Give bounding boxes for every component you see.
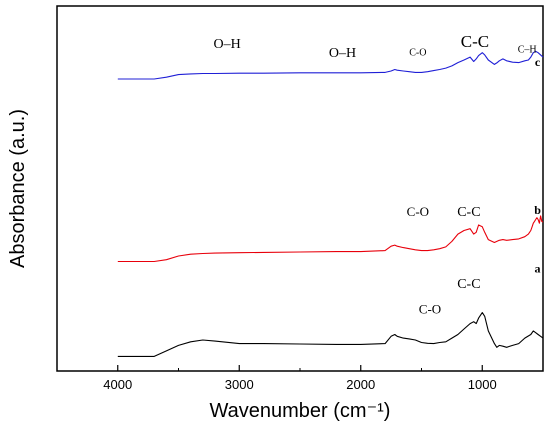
annotation-2: C-O — [409, 47, 426, 58]
annotation-0: O–H — [213, 37, 240, 52]
trace-label-a: a — [535, 261, 541, 275]
series-line-b — [117, 215, 544, 263]
trace-label-b: b — [534, 203, 541, 217]
x-tick-label-4000: 4000 — [103, 377, 132, 392]
annotation-8: C-C — [457, 277, 480, 292]
x-axis-title: Wavenumber (cm⁻¹) — [210, 400, 391, 422]
series-line-a — [117, 312, 544, 357]
plot-frame — [56, 5, 544, 372]
y-axis-title: Absorbance (a.u.) — [7, 109, 29, 268]
series-line-c — [117, 50, 544, 80]
annotation-4: C–H — [518, 44, 537, 55]
annotation-3: C-C — [461, 32, 489, 51]
x-tick-label-3000: 3000 — [225, 377, 254, 392]
x-tick-label-2000: 2000 — [346, 377, 375, 392]
annotation-7: C-O — [419, 301, 441, 316]
annotation-1: O–H — [329, 46, 356, 61]
annotation-5: C-O — [407, 204, 429, 219]
annotation-6: C-C — [457, 205, 480, 220]
trace-label-c: c — [535, 55, 541, 69]
x-tick-label-1000: 1000 — [468, 377, 497, 392]
